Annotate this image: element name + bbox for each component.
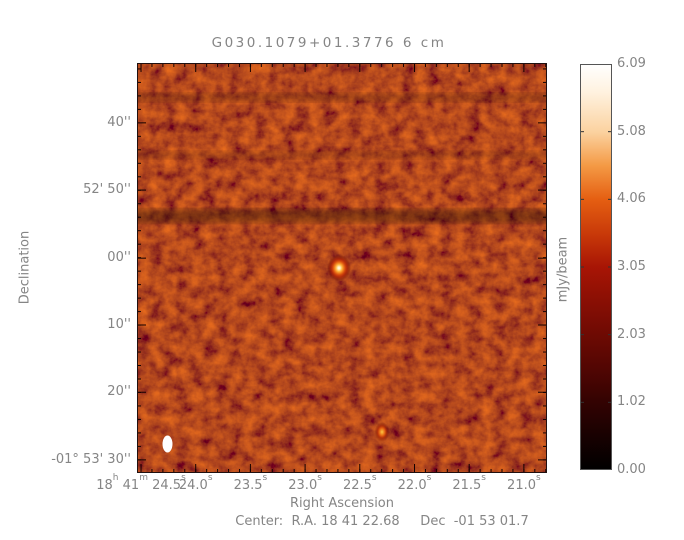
x-tick-label: 24.0s xyxy=(178,472,213,493)
colorbar-tick-label: 0.00 xyxy=(617,462,646,477)
y-tick-label: -01° 53' 30'' xyxy=(51,451,131,467)
dark-band-faint xyxy=(127,151,557,159)
beam-ellipse xyxy=(162,435,173,453)
center-caption: Center: R.A. 18 41 22.68 Dec -01 53 01.7 xyxy=(235,514,529,529)
x-axis-title: Right Ascension xyxy=(290,496,394,511)
sky-map-canvas xyxy=(127,63,557,473)
colorbar-frame xyxy=(580,64,612,470)
y-tick-label: 00'' xyxy=(107,250,131,266)
y-axis-title: Declination xyxy=(17,230,33,305)
x-tick-label: 22.5s xyxy=(342,472,377,493)
x-tick-label: 21.5s xyxy=(452,472,486,493)
colorbar-tick-label: 3.05 xyxy=(617,259,646,274)
dark-band-upper xyxy=(127,93,557,102)
central-source-marker xyxy=(327,254,351,282)
y-tick-label: 40'' xyxy=(107,114,131,130)
x-tick-label: 22.0s xyxy=(397,472,432,493)
colorbar xyxy=(580,64,612,470)
y-tick-label: 20'' xyxy=(107,384,131,400)
dark-band-major xyxy=(127,209,557,223)
x-tick-label: 18h 41m 24.5s xyxy=(96,472,186,493)
colorbar-canvas xyxy=(580,64,612,470)
colorbar-tick-label: 6.09 xyxy=(617,56,646,71)
colorbar-tick-label: 1.02 xyxy=(617,394,646,410)
x-tick-label: 23.0s xyxy=(288,472,322,493)
colorbar-tick-label: 4.06 xyxy=(617,191,646,207)
colorbar-tick-label: 5.08 xyxy=(617,123,646,139)
colorbar-tick-label: 2.03 xyxy=(617,326,646,342)
x-tick-label: 23.5s xyxy=(233,472,268,493)
y-tick-label: 52' 50'' xyxy=(83,182,131,198)
colorbar-title: mJy/beam xyxy=(555,236,571,303)
axis-frame xyxy=(137,63,547,473)
plot-title: G030.1079+01.3776 6 cm xyxy=(211,35,447,51)
x-tick-label: 21.0s xyxy=(507,472,541,493)
y-tick-label: 10'' xyxy=(107,316,131,332)
southern-source-marker xyxy=(374,422,390,442)
sky-map xyxy=(127,63,557,473)
colorbar-gradient xyxy=(580,64,612,470)
